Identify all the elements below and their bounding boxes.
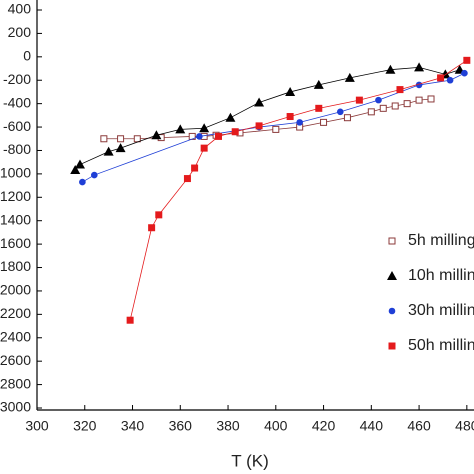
y-tick-label: -200 (3, 71, 31, 87)
data-point (396, 86, 404, 94)
y-tick-label: 200 (8, 24, 32, 40)
data-point (214, 132, 222, 140)
data-point (175, 124, 186, 134)
y-tick-label: -400 (3, 94, 31, 110)
data-point (199, 123, 210, 133)
y-tick-label: -1200 (0, 188, 31, 204)
data-point (79, 178, 86, 186)
data-point (403, 100, 411, 108)
y-tick-label: -2000 (0, 282, 31, 298)
x-tick-label: 320 (73, 418, 97, 434)
legend-label: 5h milling (408, 232, 474, 249)
data-point (415, 96, 423, 104)
x-tick-label: 440 (360, 418, 384, 434)
data-point (191, 164, 199, 172)
data-point (196, 133, 203, 140)
data-point (126, 316, 134, 324)
data-point (313, 79, 324, 89)
data-point (272, 125, 280, 133)
data-point (446, 76, 454, 84)
data-point (115, 143, 126, 153)
data-point (385, 64, 396, 74)
x-tick-label: 300 (25, 418, 49, 434)
data-point (155, 211, 163, 219)
data-point (343, 114, 351, 122)
data-point (463, 56, 471, 64)
data-point (320, 118, 328, 126)
x-tick-label: 340 (121, 418, 145, 434)
data-point (379, 104, 387, 112)
data-point (100, 135, 108, 143)
series-line (74, 66, 460, 171)
x-tick-label: 460 (407, 418, 431, 434)
x-tick-label: 360 (169, 418, 193, 434)
legend-marker (388, 342, 396, 350)
data-point (103, 146, 114, 156)
data-point (225, 112, 236, 122)
y-tick-label: -800 (3, 141, 31, 157)
x-tick-label: 380 (216, 418, 240, 434)
legend-label: 30h milling (408, 302, 474, 319)
x-axis-label: T (K) (231, 451, 268, 470)
data-point (437, 74, 445, 82)
x-tick-label: 420 (312, 418, 336, 434)
y-tick-label: 0 (23, 48, 31, 64)
data-point (315, 104, 323, 112)
data-point (151, 130, 162, 140)
legend-label: 10h milling (408, 267, 474, 284)
series-line (82, 72, 465, 183)
data-point (296, 119, 303, 126)
data-point (285, 86, 296, 96)
data-point (133, 135, 141, 143)
data-point (391, 102, 399, 110)
data-point (355, 96, 363, 104)
data-point (461, 69, 468, 77)
y-tick-label: -1600 (0, 235, 31, 251)
y-tick-label: -2600 (0, 352, 31, 368)
data-point (148, 224, 156, 232)
data-point (74, 159, 85, 169)
y-tick-label: -1800 (0, 258, 31, 274)
data-point (375, 96, 382, 104)
data-point (200, 144, 208, 152)
y-tick-label: -600 (3, 118, 31, 134)
x-tick-label: 400 (264, 418, 288, 434)
legend-marker (388, 307, 396, 315)
y-tick-label: -2800 (0, 375, 31, 391)
data-point (91, 171, 98, 179)
y-tick-label: 400 (8, 1, 32, 17)
data-point (254, 97, 265, 107)
data-point (70, 165, 81, 175)
y-tick-label: -2400 (0, 328, 31, 344)
legend-label: 50h milling (408, 337, 474, 354)
x-tick-label: 480 (455, 418, 474, 434)
data-point (427, 95, 435, 103)
data-point (414, 62, 425, 72)
y-tick-label: -1400 (0, 211, 31, 227)
data-point (231, 128, 239, 136)
legend-marker (388, 237, 396, 245)
data-point (255, 122, 263, 130)
data-point (344, 72, 355, 82)
data-point (367, 108, 375, 116)
data-point (336, 108, 344, 116)
data-point (286, 113, 294, 121)
data-point (117, 135, 125, 143)
y-tick-label: -1000 (0, 165, 31, 181)
legend-marker (387, 271, 397, 280)
data-point (183, 175, 191, 183)
y-tick-label: -3000 (0, 399, 31, 415)
y-tick-label: -2200 (0, 305, 31, 321)
